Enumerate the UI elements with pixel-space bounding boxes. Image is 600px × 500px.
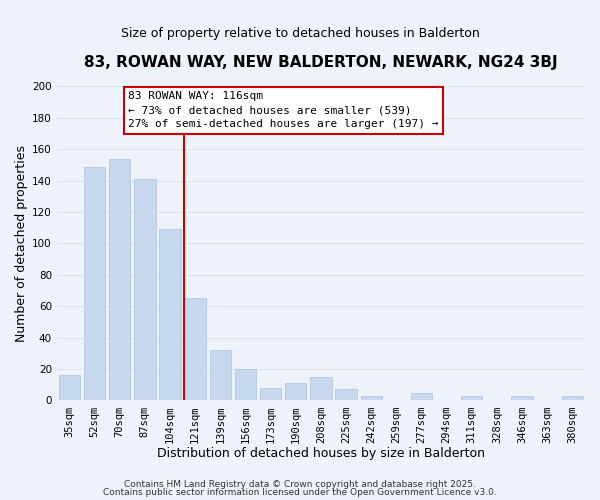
Bar bbox=[260, 388, 281, 400]
Bar bbox=[84, 166, 105, 400]
Bar bbox=[209, 350, 231, 401]
Text: Contains HM Land Registry data © Crown copyright and database right 2025.: Contains HM Land Registry data © Crown c… bbox=[124, 480, 476, 489]
Bar bbox=[461, 396, 482, 400]
Bar bbox=[335, 390, 357, 400]
X-axis label: Distribution of detached houses by size in Balderton: Distribution of detached houses by size … bbox=[157, 447, 485, 460]
Bar bbox=[411, 392, 432, 400]
Bar bbox=[159, 230, 181, 400]
Bar bbox=[361, 396, 382, 400]
Y-axis label: Number of detached properties: Number of detached properties bbox=[15, 145, 28, 342]
Bar bbox=[511, 396, 533, 400]
Bar bbox=[285, 383, 307, 400]
Bar bbox=[134, 179, 155, 400]
Text: Size of property relative to detached houses in Balderton: Size of property relative to detached ho… bbox=[121, 28, 479, 40]
Bar bbox=[109, 158, 130, 400]
Text: 83 ROWAN WAY: 116sqm
← 73% of detached houses are smaller (539)
27% of semi-deta: 83 ROWAN WAY: 116sqm ← 73% of detached h… bbox=[128, 91, 439, 129]
Bar bbox=[310, 377, 332, 400]
Bar bbox=[562, 396, 583, 400]
Title: 83, ROWAN WAY, NEW BALDERTON, NEWARK, NG24 3BJ: 83, ROWAN WAY, NEW BALDERTON, NEWARK, NG… bbox=[84, 55, 558, 70]
Text: Contains public sector information licensed under the Open Government Licence v3: Contains public sector information licen… bbox=[103, 488, 497, 497]
Bar bbox=[59, 376, 80, 400]
Bar bbox=[184, 298, 206, 400]
Bar bbox=[235, 369, 256, 400]
